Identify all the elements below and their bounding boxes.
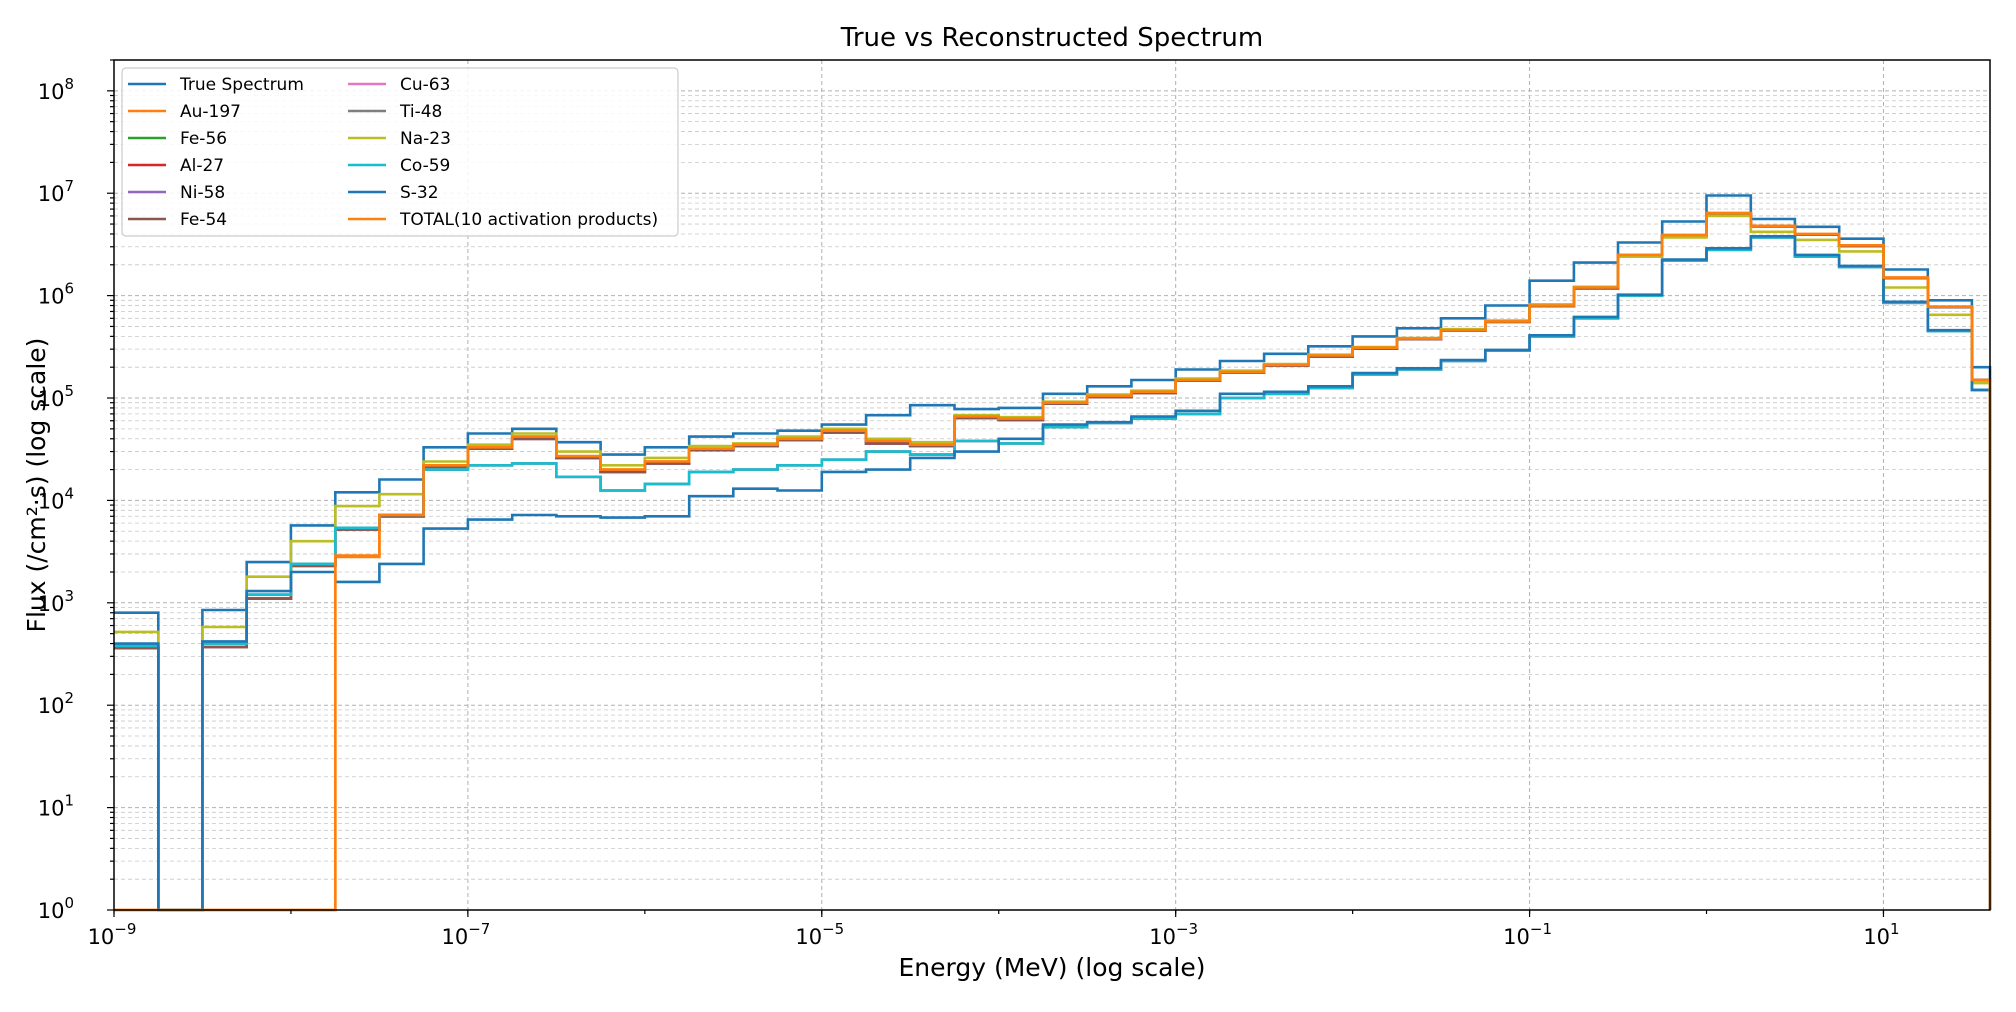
- legend-label: Au-197: [180, 102, 241, 122]
- legend: True Spectrum Au-197 Fe-56 Al-27 Ni-58 Fe-54 C…: [121, 67, 679, 237]
- legend-label: True Spectrum: [179, 75, 304, 95]
- plot-frame: [113, 59, 1991, 911]
- legend-label: S-32: [400, 183, 439, 203]
- legend-entry: Ti-48: [348, 102, 442, 122]
- series-line-co-59: [114, 236, 1992, 912]
- y-tick-label: 108: [38, 75, 74, 104]
- x-tick-exponent: −1: [1530, 920, 1552, 938]
- legend-entry: S-32: [348, 183, 439, 203]
- legend-label: Fe-54: [180, 210, 227, 230]
- x-tick-label: 10−7: [441, 920, 490, 949]
- series-line-ti-48: [114, 236, 1992, 912]
- y-tick-label: 101: [38, 792, 74, 821]
- legend-label: Al-27: [180, 156, 224, 176]
- legend-label: TOTAL(10 activation products): [399, 210, 658, 230]
- y-tick-label: 106: [38, 280, 74, 309]
- legend-entry: TOTAL(10 activation products): [348, 210, 658, 230]
- legend-label: Na-23: [400, 129, 451, 149]
- legend-entry: Fe-56: [128, 129, 227, 149]
- y-tick-exponent: 3: [64, 587, 74, 605]
- y-tick-label: 102: [38, 689, 74, 718]
- legend-entry: True Spectrum: [128, 75, 304, 95]
- x-tick-exponent: −9: [114, 920, 136, 938]
- grid-layer: [113, 59, 1990, 911]
- chart-title: True vs Reconstructed Spectrum: [840, 23, 1263, 53]
- series-line-true-spectrum: [114, 194, 1992, 912]
- y-tick-exponent: 1: [64, 792, 74, 810]
- series-line-s-32: [114, 235, 1992, 912]
- y-tick-label: 107: [38, 177, 74, 206]
- legend-box: [121, 67, 679, 237]
- x-tick-exponent: −7: [468, 920, 490, 938]
- legend-entry: Co-59: [348, 156, 450, 176]
- series-layer: [114, 194, 1992, 912]
- legend-entry: Fe-54: [128, 210, 227, 230]
- y-tick-exponent: 0: [64, 894, 74, 912]
- legend-label: Cu-63: [400, 75, 450, 95]
- legend-entry: Na-23: [348, 129, 451, 149]
- y-tick-exponent: 6: [64, 280, 74, 298]
- legend-label: Fe-56: [180, 129, 227, 149]
- series-line-total-10-activation-products-: [114, 211, 1992, 912]
- legend-entry: Au-197: [128, 102, 241, 122]
- legend-label: Co-59: [400, 156, 450, 176]
- y-axis-label: Flux (/cm²·s) (log scale): [22, 338, 51, 633]
- x-tick-exponent: −3: [1176, 920, 1198, 938]
- legend-entry: Ni-58: [128, 183, 225, 203]
- x-tick-exponent: 1: [1890, 920, 1900, 938]
- x-axis-label: Energy (MeV) (log scale): [899, 953, 1206, 982]
- legend-entries: True Spectrum Au-197 Fe-56 Al-27 Ni-58 Fe-54 C…: [128, 75, 658, 230]
- x-tick-exponent: −5: [822, 920, 844, 938]
- tick-layer: 10−9 10−7 10−5 10−3 10−1 10110010110210310410…: [38, 59, 1900, 949]
- x-tick-label: 10−9: [88, 920, 137, 949]
- legend-entry: Cu-63: [348, 75, 450, 95]
- y-tick-exponent: 2: [64, 689, 74, 707]
- y-tick-exponent: 7: [64, 177, 74, 195]
- x-tick-label: 10−3: [1149, 920, 1198, 949]
- y-tick-exponent: 8: [64, 75, 74, 93]
- y-tick-exponent: 5: [64, 382, 74, 400]
- legend-label: Ni-58: [180, 183, 225, 203]
- series-line-cu-63: [114, 236, 1992, 912]
- y-tick-exponent: 4: [64, 484, 74, 502]
- x-tick-label: 101: [1863, 920, 1899, 949]
- legend-label: Ti-48: [399, 102, 442, 122]
- legend-entry: Al-27: [128, 156, 224, 176]
- y-tick-label: 100: [38, 894, 74, 923]
- series-line-au-197: [114, 211, 1992, 912]
- x-tick-label: 10−5: [795, 920, 844, 949]
- x-tick-label: 10−1: [1503, 920, 1552, 949]
